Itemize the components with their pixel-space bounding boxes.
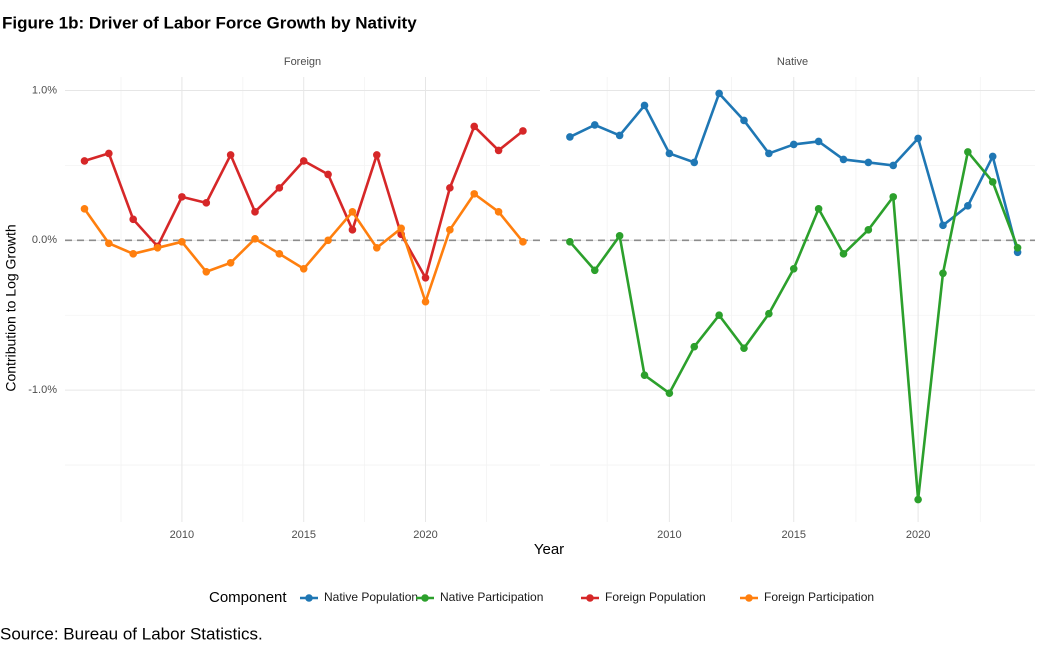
data-point bbox=[715, 89, 723, 98]
data-point bbox=[470, 190, 479, 198]
data-point bbox=[864, 158, 873, 167]
data-point bbox=[348, 226, 357, 234]
data-point bbox=[839, 155, 848, 164]
data-point bbox=[765, 149, 773, 158]
data-point bbox=[789, 140, 798, 149]
x-tick-label: 2015 bbox=[782, 529, 806, 541]
data-point bbox=[740, 344, 748, 352]
data-point bbox=[939, 221, 947, 230]
data-point bbox=[814, 205, 823, 213]
data-point bbox=[964, 202, 972, 210]
data-point bbox=[446, 184, 454, 192]
data-point bbox=[765, 309, 773, 318]
data-point bbox=[889, 193, 898, 201]
data-point bbox=[590, 266, 599, 275]
data-point bbox=[105, 149, 113, 158]
data-point bbox=[715, 311, 723, 320]
data-point bbox=[421, 297, 430, 306]
data-point bbox=[470, 122, 479, 131]
data-point bbox=[397, 224, 405, 233]
figure-title: Figure 1b: Driver of Labor Force Growth … bbox=[2, 13, 417, 32]
data-point bbox=[519, 127, 527, 135]
y-axis-label: Contribution to Log Growth bbox=[3, 224, 19, 391]
data-point bbox=[275, 184, 284, 192]
data-point bbox=[372, 151, 381, 159]
data-point bbox=[251, 235, 259, 243]
data-point bbox=[839, 250, 848, 258]
data-point bbox=[566, 133, 574, 141]
data-point bbox=[153, 244, 162, 252]
data-point bbox=[665, 149, 674, 158]
data-point bbox=[519, 238, 527, 246]
data-point bbox=[665, 389, 674, 397]
y-tick-label: 1.0% bbox=[32, 84, 57, 96]
data-point bbox=[615, 131, 624, 140]
legend-label: Native Population bbox=[324, 590, 418, 604]
data-point bbox=[421, 273, 430, 282]
x-axis-label: Year bbox=[534, 541, 564, 558]
x-tick-label: 2010 bbox=[657, 529, 681, 541]
y-tick-label: -1.0% bbox=[28, 384, 57, 396]
data-point bbox=[914, 134, 922, 143]
data-point bbox=[202, 199, 211, 207]
data-point bbox=[178, 193, 186, 201]
data-point bbox=[299, 264, 308, 273]
data-point bbox=[226, 258, 235, 267]
facet-title: Foreign bbox=[284, 56, 321, 68]
data-point bbox=[590, 121, 599, 129]
legend-label: Foreign Participation bbox=[764, 590, 874, 604]
data-point bbox=[178, 238, 186, 246]
data-point bbox=[690, 342, 699, 351]
legend-swatch bbox=[305, 594, 313, 602]
legend-swatch bbox=[586, 594, 594, 602]
data-point bbox=[251, 208, 259, 216]
data-point bbox=[494, 208, 503, 216]
y-tick-label: 0.0% bbox=[32, 234, 57, 246]
data-point bbox=[939, 269, 947, 278]
data-point bbox=[566, 238, 574, 246]
data-point bbox=[275, 250, 284, 258]
data-point bbox=[988, 152, 997, 161]
data-point bbox=[446, 226, 454, 234]
data-point bbox=[129, 250, 138, 258]
data-point bbox=[964, 148, 972, 156]
data-point bbox=[789, 264, 798, 273]
data-point bbox=[372, 244, 381, 252]
data-point bbox=[914, 495, 922, 504]
data-point bbox=[640, 101, 649, 110]
data-point bbox=[889, 161, 898, 170]
data-point bbox=[740, 116, 748, 125]
data-point bbox=[202, 267, 211, 276]
data-point bbox=[324, 170, 332, 179]
data-point bbox=[814, 137, 823, 146]
x-tick-label: 2015 bbox=[291, 529, 315, 541]
data-point bbox=[988, 178, 997, 186]
legend-title: Component bbox=[209, 589, 287, 606]
data-point bbox=[299, 157, 308, 165]
data-point bbox=[80, 157, 89, 165]
data-point bbox=[615, 232, 624, 240]
x-tick-label: 2010 bbox=[170, 529, 194, 541]
data-point bbox=[348, 208, 357, 216]
data-point bbox=[690, 158, 699, 167]
data-point bbox=[129, 215, 138, 224]
legend-label: Native Participation bbox=[440, 590, 543, 604]
legend-swatch bbox=[745, 594, 753, 602]
data-point bbox=[864, 226, 873, 234]
x-tick-label: 2020 bbox=[906, 529, 930, 541]
data-point bbox=[324, 236, 332, 245]
data-point bbox=[226, 151, 235, 159]
facet-title: Native bbox=[777, 56, 808, 68]
legend-label: Foreign Population bbox=[605, 590, 706, 604]
data-point bbox=[105, 239, 113, 248]
data-point bbox=[1013, 244, 1022, 252]
data-point bbox=[494, 146, 503, 155]
data-point bbox=[640, 371, 649, 379]
source: Source: Bureau of Labor Statistics. bbox=[0, 624, 263, 643]
legend-swatch bbox=[421, 594, 429, 602]
data-point bbox=[80, 205, 89, 213]
x-tick-label: 2020 bbox=[413, 529, 437, 541]
